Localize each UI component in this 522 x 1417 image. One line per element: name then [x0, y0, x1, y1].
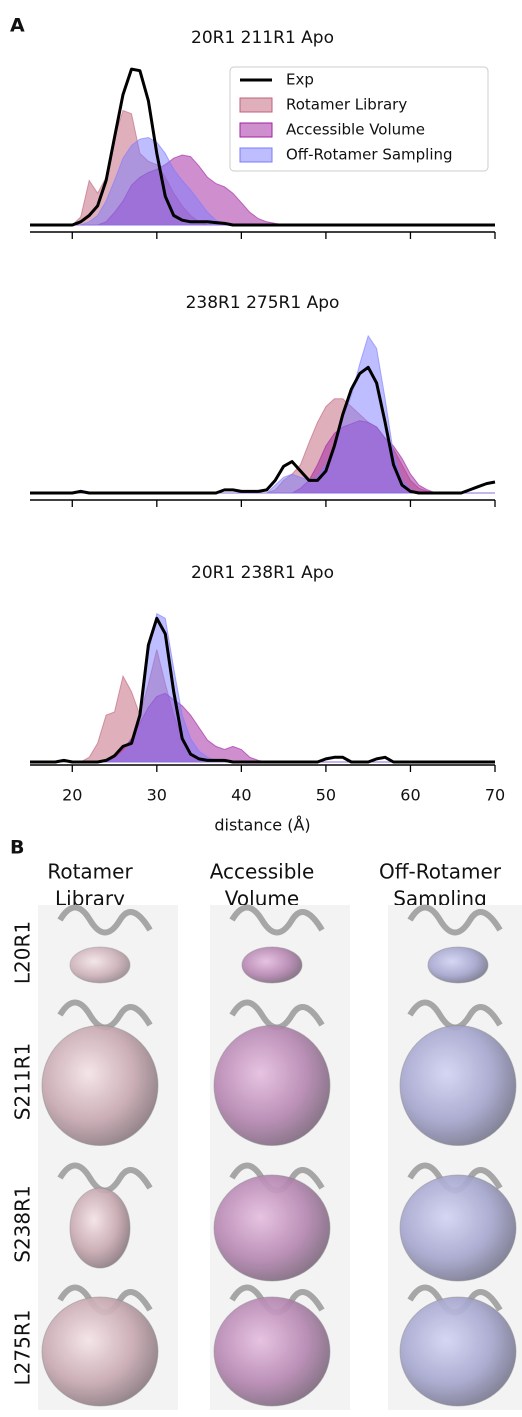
- row-label: L275R1: [11, 1310, 35, 1386]
- chart-title: 20R1 211R1 Apo: [191, 28, 334, 48]
- density-blob: [427, 946, 489, 984]
- helix: [407, 904, 503, 936]
- density-area: [30, 398, 495, 494]
- x-tick-label: 50: [316, 786, 336, 805]
- density-line: [30, 616, 495, 764]
- legend-label: Exp: [286, 71, 314, 89]
- legend-swatch: [239, 97, 273, 113]
- density-blob: [41, 1296, 159, 1407]
- legend-label: Off-Rotamer Sampling: [286, 146, 453, 164]
- structure-panel: RotamerLibraryAccessibleVolumeOff-Rotame…: [11, 860, 522, 1410]
- density-blob: [213, 1296, 331, 1407]
- column-header: Accessible: [210, 860, 315, 884]
- density-line: [30, 365, 496, 495]
- column-header: Rotamer: [47, 860, 133, 884]
- row-label: L20R1: [11, 921, 35, 984]
- column-header: Off-Rotamer: [379, 860, 502, 884]
- density-blob: [213, 1025, 331, 1146]
- density-blob: [399, 1025, 517, 1146]
- x-tick-label: 60: [400, 786, 420, 805]
- legend-swatch: [239, 122, 273, 138]
- legend-label: Rotamer Library: [286, 96, 407, 114]
- helix: [57, 904, 153, 936]
- panel-label: B: [10, 837, 24, 859]
- density-area: [30, 334, 495, 494]
- row-label: S238R1: [11, 1185, 35, 1263]
- density-blob: [41, 1025, 159, 1146]
- density-blob: [213, 1174, 331, 1282]
- helix: [229, 904, 325, 936]
- density-blob: [241, 946, 303, 984]
- legend-label: Accessible Volume: [286, 121, 425, 139]
- x-tick-label: 40: [231, 786, 251, 805]
- density-blob: [69, 946, 131, 984]
- legend-box: [229, 66, 489, 172]
- density-line: [30, 67, 495, 227]
- chart-title: 20R1 238R1 Apo: [191, 563, 334, 583]
- density-blob: [399, 1174, 517, 1282]
- x-tick-label: 30: [147, 786, 167, 805]
- row-label: S211R1: [11, 1043, 35, 1121]
- chart-title: 238R1 275R1 Apo: [186, 293, 340, 313]
- x-tick-label: 20: [62, 786, 82, 805]
- density-blob: [69, 1187, 131, 1269]
- panel-label: A: [10, 15, 25, 37]
- density-area: [30, 420, 495, 494]
- legend-swatch: [239, 147, 273, 163]
- density-area: [30, 649, 495, 763]
- x-axis-label: distance (Å): [214, 816, 310, 835]
- density-blob: [399, 1296, 517, 1407]
- x-tick-label: 70: [485, 786, 505, 805]
